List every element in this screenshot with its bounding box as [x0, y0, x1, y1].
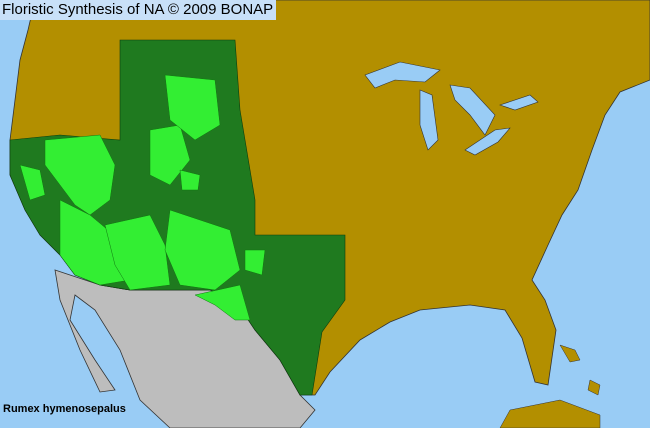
great-lakes	[364, 61, 539, 156]
map-title: Floristic Synthesis of NA © 2009 BONAP	[0, 0, 277, 20]
species-name: Rumex hymenosepalus	[3, 403, 126, 415]
range-county-level	[19, 74, 266, 321]
islands	[499, 344, 601, 428]
